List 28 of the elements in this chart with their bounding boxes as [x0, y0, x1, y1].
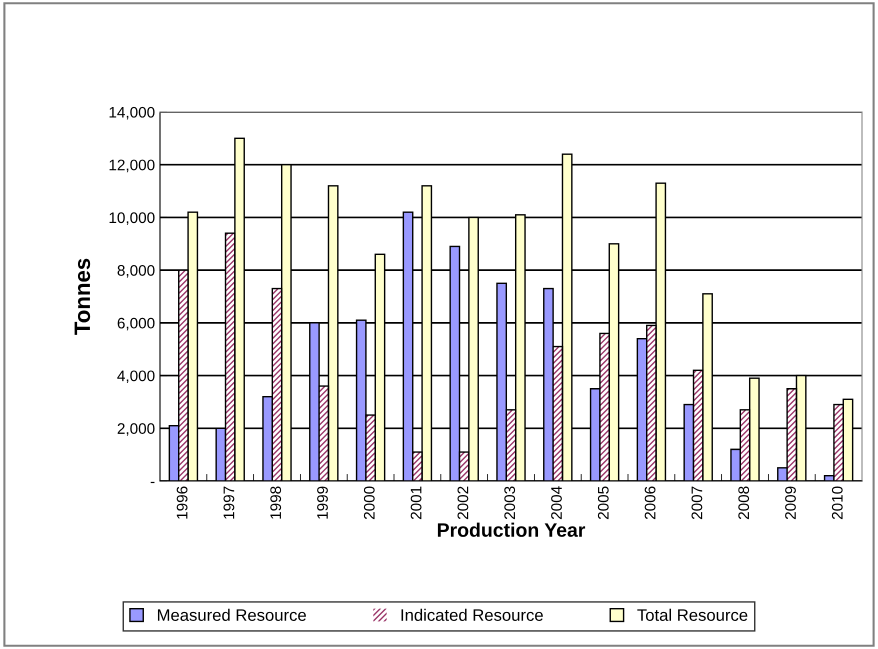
y-tick-label: 6,000 [118, 318, 155, 330]
x-tick-label: 2007 [691, 486, 702, 520]
x-axis-title: Production Year [438, 522, 586, 537]
x-tick-label: 2005 [598, 486, 609, 520]
y-tick-label: 2,000 [118, 423, 155, 436]
x-tick-label: 1999 [317, 486, 328, 519]
legend-label: Indicated Resource [402, 608, 543, 621]
legend-label: Measured Resource [158, 608, 306, 621]
y-tick-label: 14,000 [110, 106, 155, 120]
y-tick-label: - [150, 482, 154, 484]
x-tick-label: 2003 [504, 486, 516, 520]
x-tick-label: 2006 [644, 486, 656, 520]
y-axis-title: Tonnes [74, 258, 90, 335]
x-tick-label: 1998 [270, 486, 282, 519]
x-tick-label: 2004 [551, 486, 562, 520]
x-tick-label: 2009 [785, 486, 796, 520]
x-tick-label: 1996 [176, 486, 188, 519]
legend-label: Total Resource [637, 608, 748, 621]
x-tick-label: 2000 [364, 486, 375, 520]
y-tick-label: 4,000 [117, 370, 155, 384]
x-tick-label: 2001 [410, 486, 422, 520]
y-tick-label: 10,000 [110, 212, 155, 225]
y-tick-label: 8,000 [118, 265, 155, 278]
y-tick-label: 12,000 [110, 160, 155, 172]
x-tick-label: 1997 [223, 486, 234, 519]
x-tick-label: 2010 [832, 486, 843, 520]
x-tick-label: 2002 [457, 486, 468, 520]
x-tick-label: 2008 [738, 486, 750, 520]
